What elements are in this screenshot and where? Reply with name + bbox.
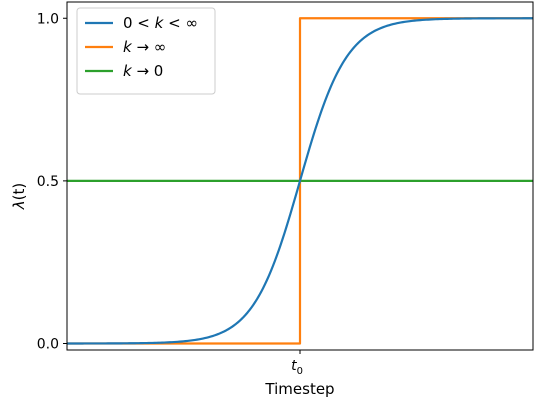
- x-tick-label-0: t0: [291, 358, 303, 377]
- y-axis-label-arg: (t): [10, 183, 28, 201]
- x-axis-label: Timestep: [264, 380, 334, 398]
- legend-entry-0: 0 < k < ∞: [123, 14, 198, 32]
- y-tick-label-2: 1.0: [37, 11, 59, 27]
- legend-box: [76, 7, 216, 95]
- y-tick-label-1: 0.5: [37, 174, 59, 190]
- axes-layer: 0.0 0.5 1.0 t0: [37, 1, 534, 377]
- series-line-0: [67, 17, 533, 345]
- series-layer: [67, 17, 533, 345]
- legend-entry-2: k → 0: [123, 62, 163, 80]
- legend-entry-1: k → ∞: [123, 38, 166, 56]
- y-tick-label-0: 0.0: [37, 336, 59, 352]
- legend: 0 < k < ∞ k → ∞ k → 0: [76, 7, 216, 95]
- y-axis-label: λ(t): [10, 183, 28, 210]
- y-axis-label-symbol: λ: [10, 200, 28, 210]
